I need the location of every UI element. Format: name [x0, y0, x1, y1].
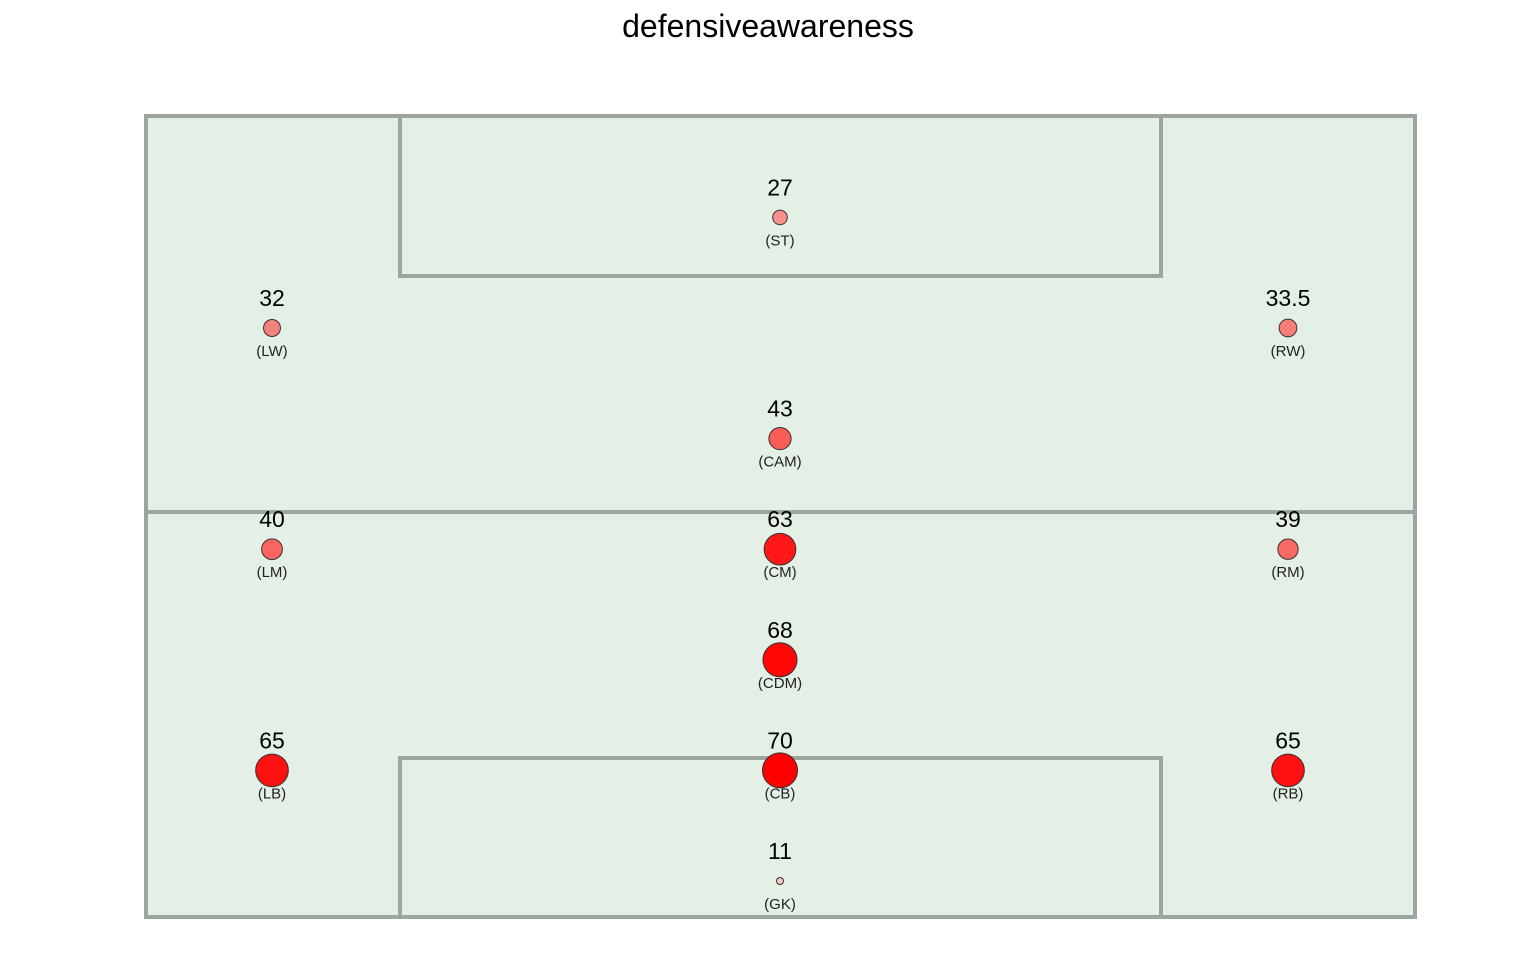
position-label: (RM): [1271, 564, 1304, 581]
player-point: 11 (GK): [764, 838, 796, 913]
value-label: 11: [768, 838, 792, 864]
player-point: 65 (RB): [1271, 727, 1305, 802]
player-marker: [768, 427, 792, 451]
position-label: (CM): [763, 564, 796, 581]
player-marker: [255, 753, 289, 788]
player-marker: [1278, 318, 1298, 338]
value-label: 65: [1275, 727, 1301, 753]
player-point: 63 (CM): [763, 506, 796, 581]
player-marker: [1277, 538, 1299, 560]
position-label: (GK): [764, 896, 796, 913]
value-label: 63: [767, 506, 793, 532]
chart-title: defensiveawareness: [622, 8, 914, 44]
player-marker: [772, 209, 788, 226]
value-label: 40: [259, 506, 285, 532]
player-marker: [263, 319, 281, 337]
value-label: 68: [767, 617, 793, 643]
top-penalty-box: [398, 116, 1163, 278]
position-label: (CAM): [758, 454, 801, 471]
player-point: 40 (LM): [257, 506, 288, 581]
value-label: 32: [259, 285, 285, 311]
player-marker: [762, 752, 798, 789]
player-marker: [763, 532, 797, 566]
value-label: 70: [767, 727, 793, 753]
player-point: 43 (CAM): [758, 396, 801, 471]
player-point: 32 (LW): [256, 285, 287, 360]
player-marker: [1271, 753, 1305, 788]
player-point: 68 (CDM): [758, 617, 802, 692]
value-label: 39: [1275, 506, 1301, 532]
player-point: 65 (LB): [255, 727, 289, 802]
position-label: (LM): [257, 564, 288, 581]
player-point: 33.5 (RW): [1266, 285, 1311, 360]
player-marker: [762, 642, 798, 678]
value-label: 33.5: [1266, 285, 1311, 311]
player-marker: [261, 538, 283, 561]
position-label: (CB): [765, 785, 796, 802]
position-label: (RB): [1273, 785, 1304, 802]
value-label: 43: [767, 396, 793, 422]
position-label: (LW): [256, 343, 287, 360]
player-point: 39 (RM): [1271, 506, 1304, 581]
position-label: (LB): [258, 785, 286, 802]
player-marks: 27 (ST) 32 (LW) 33.5 (RW) 43 (CAM) 40 (LM) 63 (CM) 3…: [255, 174, 1311, 913]
player-point: 27 (ST): [765, 174, 794, 249]
player-point: 70 (CB): [762, 727, 798, 802]
value-label: 65: [259, 727, 285, 753]
position-label: (ST): [765, 232, 794, 249]
position-label: (RW): [1271, 343, 1306, 360]
player-marker: [776, 877, 784, 885]
value-label: 27: [767, 174, 793, 200]
position-label: (CDM): [758, 675, 802, 692]
